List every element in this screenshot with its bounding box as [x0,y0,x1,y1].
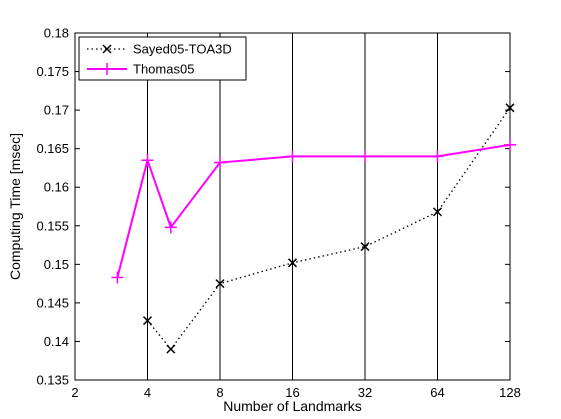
data-point [141,154,154,167]
x-axis-title: Number of Landmarks [223,398,362,414]
legend-marker [102,44,112,54]
x-tick-label: 2 [71,385,78,400]
legend-label: Sayed05-TOA3D [133,42,232,57]
data-point [166,344,176,354]
x-tick-label: 128 [499,385,521,400]
grid [147,33,438,380]
y-tick-label: 0.135 [36,373,69,388]
y-tick-label: 0.17 [44,103,69,118]
x-tick-label: 16 [285,385,299,400]
data-point [505,103,515,113]
data-point [286,150,299,163]
x-tick-label: 4 [144,385,151,400]
data-point [504,138,516,151]
data-point [164,221,177,234]
legend-item-0: Sayed05-TOA3D [87,42,232,57]
y-tick-label: 0.14 [44,334,69,349]
data-point [360,242,370,252]
axis-ticks: 2 4 8 16 32 64 128 0.135 0.14 0.145 0.15 0.155 0.16 0… [36,26,520,401]
y-tick-label: 0.165 [36,141,69,156]
data-point [431,150,444,163]
legend-label: Thomas05 [133,62,194,77]
y-tick-label: 0.145 [36,295,69,310]
y-axis-title: Computing Time [msec] [7,133,23,280]
y-tick-label: 0.175 [36,64,69,79]
legend-item-1: Thomas05 [87,62,194,77]
x-tick-label: 32 [358,385,372,400]
legend-marker [101,63,113,75]
y-tick-label: 0.15 [44,257,69,272]
data-point [214,156,226,169]
data-point [111,271,124,284]
series-0 [142,103,515,354]
series-line [116,143,511,278]
x-tick-label: 64 [430,385,444,400]
y-tick-label: 0.16 [44,180,69,195]
data-point [287,258,298,268]
x-tick-label: 8 [216,385,223,400]
series-1 [111,138,516,284]
series-layer [111,103,516,354]
data-point [142,316,153,326]
y-tick-label: 0.155 [36,218,69,233]
data-point [359,150,371,163]
legend: Sayed05-TOA3D Thomas05 [78,36,247,81]
y-tick-label: 0.18 [44,26,69,41]
data-point [432,207,443,217]
data-point [215,279,225,289]
